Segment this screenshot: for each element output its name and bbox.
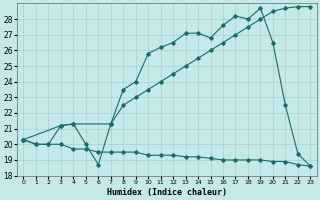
X-axis label: Humidex (Indice chaleur): Humidex (Indice chaleur) [107, 188, 227, 197]
